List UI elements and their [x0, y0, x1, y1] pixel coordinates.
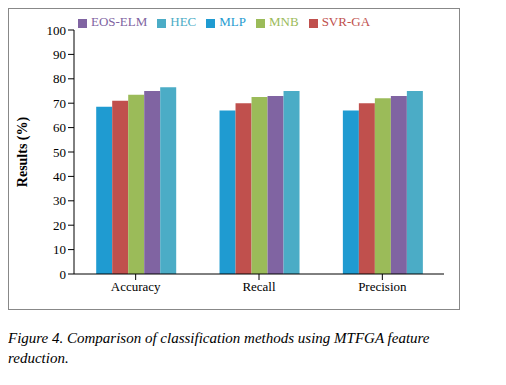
svg-text:40: 40: [53, 169, 66, 184]
svg-text:Accuracy: Accuracy: [111, 279, 161, 294]
svg-text:100: 100: [47, 23, 67, 38]
svg-text:10: 10: [53, 242, 66, 257]
svg-text:60: 60: [53, 120, 66, 135]
svg-text:0: 0: [60, 267, 67, 282]
svg-text:80: 80: [53, 71, 66, 86]
html-text:MLP: MLP: [219, 14, 246, 29]
svg-text:Results (%): Results (%): [15, 116, 31, 187]
html-text:SVR-GA: SVR-GA: [321, 14, 370, 29]
svg-text:70: 70: [53, 96, 66, 111]
svg-text:Precision: Precision: [358, 279, 407, 294]
svg-text:20: 20: [53, 218, 66, 233]
svg-text:90: 90: [53, 47, 66, 62]
svg-text:30: 30: [53, 193, 66, 208]
html-text:Figure 4. Comparison of classi: Figure 4. Comparison of classification m…: [8, 330, 430, 366]
html-text:MNB: MNB: [269, 14, 299, 29]
svg-text:50: 50: [53, 145, 66, 160]
svg-text:Recall: Recall: [242, 279, 276, 294]
html-text:HEC: HEC: [170, 14, 197, 29]
html-text:EOS-ELM: EOS-ELM: [90, 14, 148, 29]
